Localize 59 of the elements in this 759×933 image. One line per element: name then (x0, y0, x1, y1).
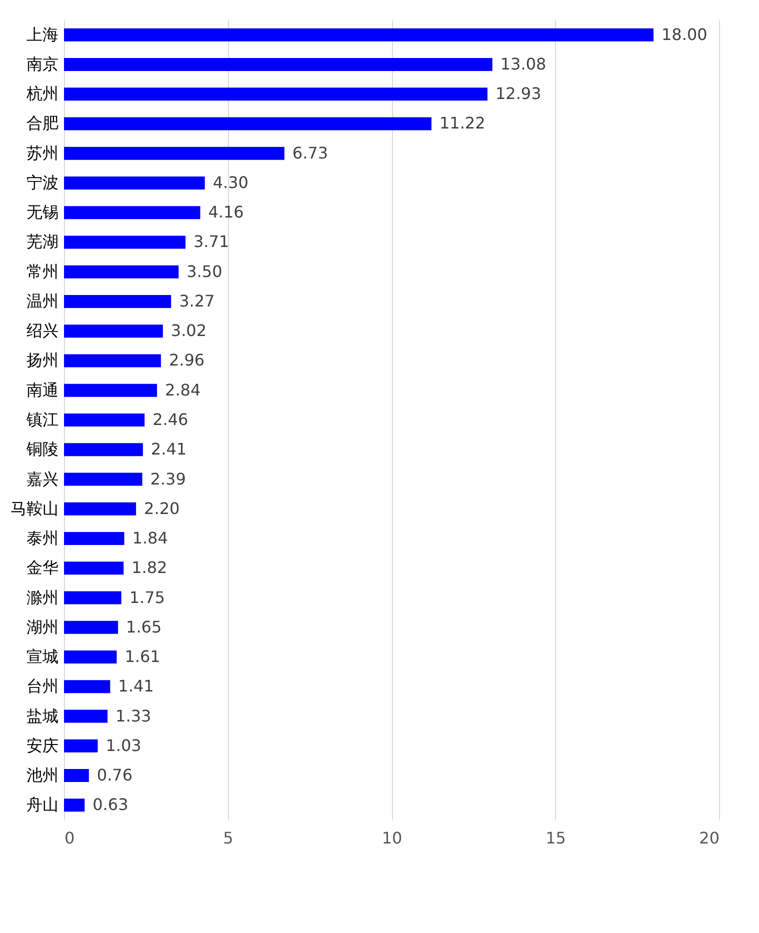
y-tick-label: 无锡 (26, 202, 58, 222)
data-label: 1.41 (118, 676, 154, 696)
x-tick-label: 0 (64, 828, 75, 848)
y-tick-label: 铜陵 (26, 440, 58, 459)
y-tick-label: 绍兴 (26, 321, 58, 340)
data-label: 4.16 (208, 202, 244, 222)
x-tick-label: 5 (223, 828, 234, 848)
data-label: 18.00 (662, 24, 708, 44)
y-tick-label: 宁波 (26, 172, 58, 192)
y-tick-label: 合肥 (26, 114, 58, 133)
y-tick-label: 舟山 (26, 795, 58, 814)
y-tick-label: 杭州 (26, 84, 58, 104)
y-tick-label: 安庆 (26, 736, 58, 755)
y-tick-label: 泰州 (26, 528, 58, 548)
data-label: 2.41 (150, 440, 187, 459)
y-tick-label: 苏州 (26, 143, 58, 162)
y-tick-label: 马鞍山 (10, 498, 58, 518)
y-tick-label: 南通 (26, 380, 58, 400)
data-label: 1.75 (129, 588, 165, 607)
data-label: 0.76 (96, 766, 133, 785)
data-label: 4.30 (212, 172, 248, 192)
y-tick-label: 扬州 (26, 350, 58, 370)
y-tick-label: 盐城 (26, 706, 58, 726)
data-label: 1.61 (124, 647, 160, 666)
data-label: 2.84 (165, 380, 201, 400)
data-label: 0.63 (92, 795, 128, 814)
data-label: 2.46 (152, 410, 188, 429)
y-tick-label: 南京 (26, 54, 58, 74)
data-label: 3.71 (194, 232, 230, 252)
y-tick-label: 池州 (26, 766, 58, 785)
data-label: 1.65 (126, 617, 162, 636)
data-label: 2.20 (144, 498, 180, 518)
x-tick-label: 15 (546, 828, 566, 848)
data-label: 6.73 (292, 143, 328, 162)
data-label: 2.39 (150, 469, 186, 488)
y-tick-label: 芜湖 (26, 232, 58, 252)
x-tick-label: 10 (382, 828, 402, 848)
data-label: 1.03 (106, 736, 142, 755)
y-tick-label: 湖州 (26, 617, 58, 636)
data-label: 3.50 (186, 262, 222, 281)
y-tick-label: 金华 (26, 558, 58, 578)
data-label: 11.22 (439, 114, 486, 133)
x-tick-label: 20 (699, 828, 720, 848)
data-label: 13.08 (500, 54, 546, 74)
data-label: 1.82 (132, 558, 168, 578)
data-label: 1.33 (116, 706, 152, 726)
y-tick-label: 宣城 (26, 647, 58, 666)
y-tick-label: 镇江 (26, 410, 58, 429)
y-tick-label: 滁州 (26, 588, 58, 607)
data-label: 2.96 (168, 350, 205, 370)
data-label: 3.02 (170, 321, 207, 340)
y-tick-label: 台州 (26, 676, 58, 696)
data-label: 1.84 (132, 528, 168, 548)
y-tick-label: 上海 (26, 24, 58, 44)
y-tick-label: 嘉兴 (26, 469, 58, 488)
y-tick-label: 常州 (26, 262, 58, 281)
y-tick-label: 温州 (26, 291, 58, 310)
data-label: 3.27 (179, 291, 215, 310)
data-label: 12.93 (495, 84, 542, 104)
